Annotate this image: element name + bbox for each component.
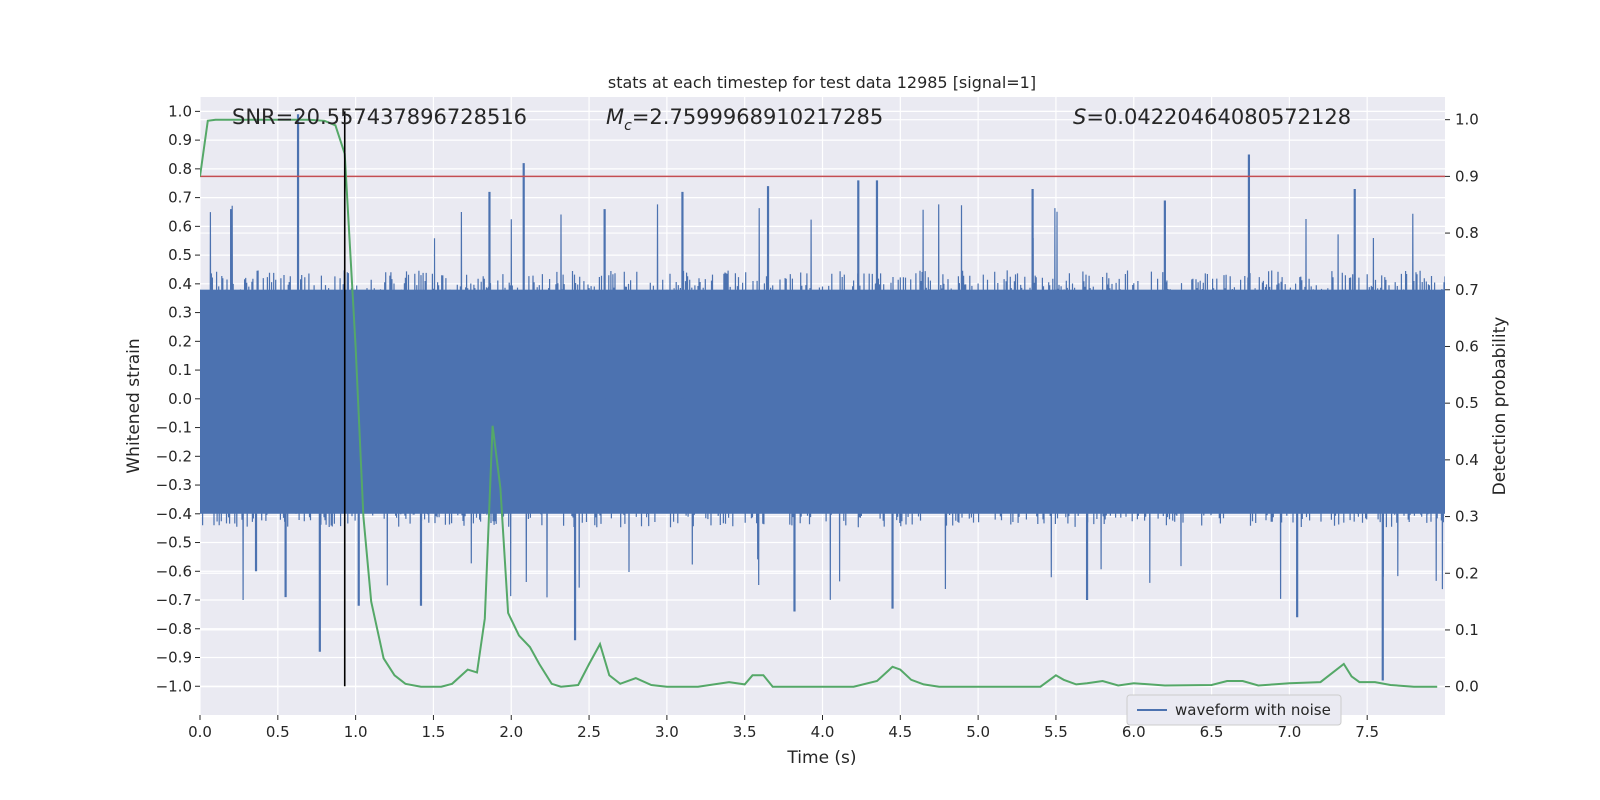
y-left-tick-label: −0.7 <box>156 591 192 609</box>
y-left-tick-label: −0.6 <box>156 562 192 580</box>
probability-line <box>200 118 1438 688</box>
x-tick-label: 7.5 <box>1355 723 1379 741</box>
legend-label-waveform: waveform with noise <box>1175 701 1331 719</box>
y-left-tick-label: 0.1 <box>168 361 192 379</box>
x-tick-label: 5.0 <box>966 723 990 741</box>
y-right-tick-label: 0.0 <box>1455 678 1479 696</box>
y-right-tick-label: 0.2 <box>1455 564 1479 582</box>
y-right-tick-label: 0.4 <box>1455 451 1479 469</box>
y-right-tick-label: 0.8 <box>1455 224 1479 242</box>
y-left-tick-label: 1.0 <box>168 102 192 120</box>
y-right-tick-label: 0.6 <box>1455 337 1479 355</box>
chirp-mass-value: =2.7599968910217285 <box>632 105 883 129</box>
x-tick-label: 5.5 <box>1044 723 1068 741</box>
x-tick-label: 2.5 <box>577 723 601 741</box>
x-tick-label: 4.5 <box>888 723 912 741</box>
chirp-mass-annotation: Mc=2.7599968910217285 <box>606 105 883 134</box>
y-right-tick-label: 0.1 <box>1455 621 1479 639</box>
axes: 0.0 0.5 1.0 1.5 2.0 2.5 3.0 3.5 4.0 4.5 5.0 5.5 6.0 6… <box>156 102 1479 741</box>
y-right-tick-label: 1.0 <box>1455 111 1479 129</box>
series-layer <box>200 111 1445 688</box>
x-tick-label: 4.0 <box>811 723 835 741</box>
x-tick-label: 3.0 <box>655 723 679 741</box>
y-left-tick-label: 0.8 <box>168 160 192 178</box>
y-left-tick-label: 0.2 <box>168 332 192 350</box>
x-tick-label: 3.5 <box>733 723 757 741</box>
chirp-mass-subscript: c <box>624 118 632 134</box>
y-left-tick-label: −1.0 <box>156 677 192 695</box>
y-left-tick-label: −0.5 <box>156 534 192 552</box>
y-left-tick-label: 0.9 <box>168 131 192 149</box>
x-tick-label: 2.0 <box>499 723 523 741</box>
chart-title: stats at each timestep for test data 129… <box>608 73 1036 92</box>
chirp-mass-symbol: M <box>606 105 624 129</box>
y-left-tick-label: 0.5 <box>168 246 192 264</box>
y-left-tick-label: −0.3 <box>156 476 192 494</box>
x-tick-label: 1.0 <box>344 723 368 741</box>
snr-annotation: SNR=20.557437896728516 <box>232 105 527 129</box>
legend-box <box>1126 694 1342 726</box>
y-left-tick-label: −0.1 <box>156 419 192 437</box>
x-tick-label: 0.5 <box>266 723 290 741</box>
y-right-tick-label: 0.7 <box>1455 281 1479 299</box>
left-axis-label: Whitened strain <box>124 338 144 473</box>
s-annotation: S=0.04220464080572128 <box>1073 105 1351 129</box>
y-left-tick-label: 0.0 <box>168 390 192 408</box>
y-right-tick-label: 0.3 <box>1455 508 1479 526</box>
y-right-tick-label: 0.5 <box>1455 394 1479 412</box>
y-left-tick-label: 0.7 <box>168 189 192 207</box>
right-axis-label: Detection probability <box>1490 317 1510 496</box>
x-tick-label: 7.0 <box>1277 723 1301 741</box>
legend: waveform with noise <box>1126 694 1342 726</box>
y-left-tick-label: −0.4 <box>156 505 192 523</box>
y-left-tick-label: 0.3 <box>168 304 192 322</box>
s-symbol: S <box>1073 105 1086 129</box>
x-tick-label: 6.0 <box>1122 723 1146 741</box>
waveform-core <box>200 289 1445 514</box>
x-tick-label: 1.5 <box>422 723 446 741</box>
x-tick-label: 6.5 <box>1200 723 1224 741</box>
y-right-tick-label: 0.9 <box>1455 167 1479 185</box>
s-value: =0.04220464080572128 <box>1086 105 1351 129</box>
y-left-tick-label: 0.4 <box>168 275 192 293</box>
y-left-tick-label: −0.8 <box>156 620 192 638</box>
y-left-tick-label: −0.2 <box>156 447 192 465</box>
x-tick-label: 0.0 <box>188 723 212 741</box>
y-left-tick-label: −0.9 <box>156 649 192 667</box>
y-left-tick-label: 0.6 <box>168 217 192 235</box>
x-axis-label: Time (s) <box>786 748 856 768</box>
